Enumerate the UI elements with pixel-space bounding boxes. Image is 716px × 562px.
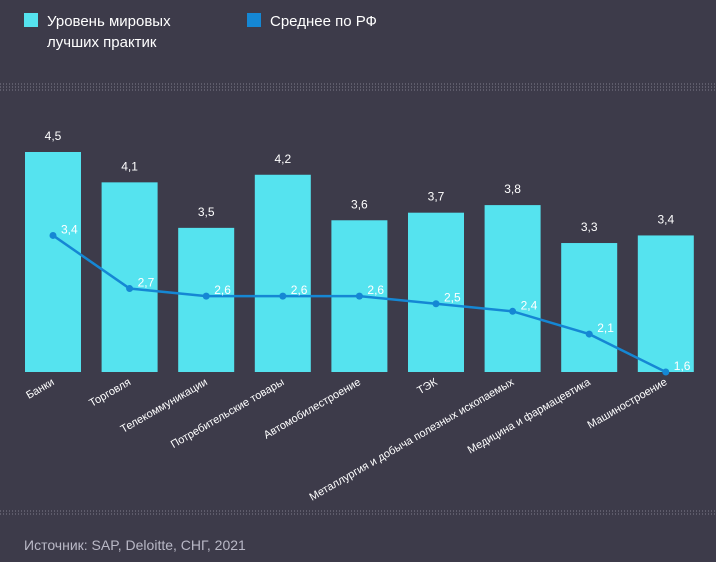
average-value-label-7: 2,4 (521, 298, 538, 312)
bar-9 (637, 235, 694, 372)
bar-value-label-4: 4,2 (274, 152, 291, 166)
average-value-label-3: 2,6 (214, 283, 231, 297)
average-value-label-5: 2,6 (367, 283, 384, 297)
bar-value-label-7: 3,8 (504, 182, 521, 196)
bar-1 (25, 152, 81, 372)
bars-layer (25, 152, 694, 372)
average-value-label-8: 2,1 (597, 321, 614, 335)
category-labels-layer: Банки ТорговляТелекоммуникацииПотребитель… (24, 376, 669, 504)
legend-swatch-best-practice (24, 13, 38, 27)
bar-4 (254, 174, 311, 372)
bar-value-label-3: 3,5 (198, 205, 215, 219)
bar-8 (561, 243, 618, 372)
average-value-label-4: 2,6 (291, 283, 308, 297)
bar-value-label-9: 3,4 (657, 212, 674, 226)
average-value-label-9: 1,6 (674, 359, 691, 373)
average-value-label-1: 3,4 (61, 222, 78, 236)
legend-label-best-practice-line2: лучших практик (47, 34, 157, 51)
average-value-label-2: 2,7 (138, 276, 155, 290)
average-point-6 (432, 300, 440, 308)
category-label-6: ТЭК (415, 376, 440, 397)
top-separator (0, 83, 716, 91)
bar-3 (178, 227, 235, 372)
bar-value-label-2: 4,1 (121, 159, 138, 173)
bar-value-label-8: 3,3 (581, 220, 598, 234)
bar-value-label-6: 3,7 (428, 190, 445, 204)
category-label-1: Банки (24, 376, 56, 402)
average-point-7 (509, 307, 517, 315)
bar-labels-layer: 4,5 4,1 3,5 4,2 3,6 3,7 3,8 3,3 3,4 (45, 129, 675, 234)
category-label-8: Медицина и фармацевтика (466, 376, 594, 457)
bottom-separator (0, 510, 716, 515)
average-point-1 (49, 231, 57, 239)
bar-7 (484, 205, 541, 372)
average-point-4 (279, 292, 287, 300)
average-point-3 (202, 292, 210, 300)
bar-6 (408, 212, 464, 372)
legend-label-russia-average: Среднее по РФ (270, 13, 377, 30)
average-value-label-6: 2,5 (444, 291, 461, 305)
bar-value-label-5: 3,6 (351, 197, 368, 211)
legend-swatch-russia-average (247, 13, 261, 27)
category-label-2: Торговля (87, 376, 133, 409)
source-note: Источник: SAP, Deloitte, СНГ, 2021 (24, 537, 246, 553)
average-point-9 (662, 368, 670, 376)
line-layer: 3,4 2,7 2,6 2,6 2,6 2,5 2,4 2,1 1,6 (49, 222, 691, 376)
average-point-2 (126, 285, 134, 293)
bar-2 (101, 182, 158, 372)
average-point-5 (355, 292, 363, 300)
bar-value-label-1: 4,5 (45, 129, 62, 143)
average-point-8 (585, 330, 593, 338)
legend-label-best-practice-line1: Уровень мировых (47, 13, 171, 30)
category-label-9: Машиностроение (586, 376, 670, 431)
